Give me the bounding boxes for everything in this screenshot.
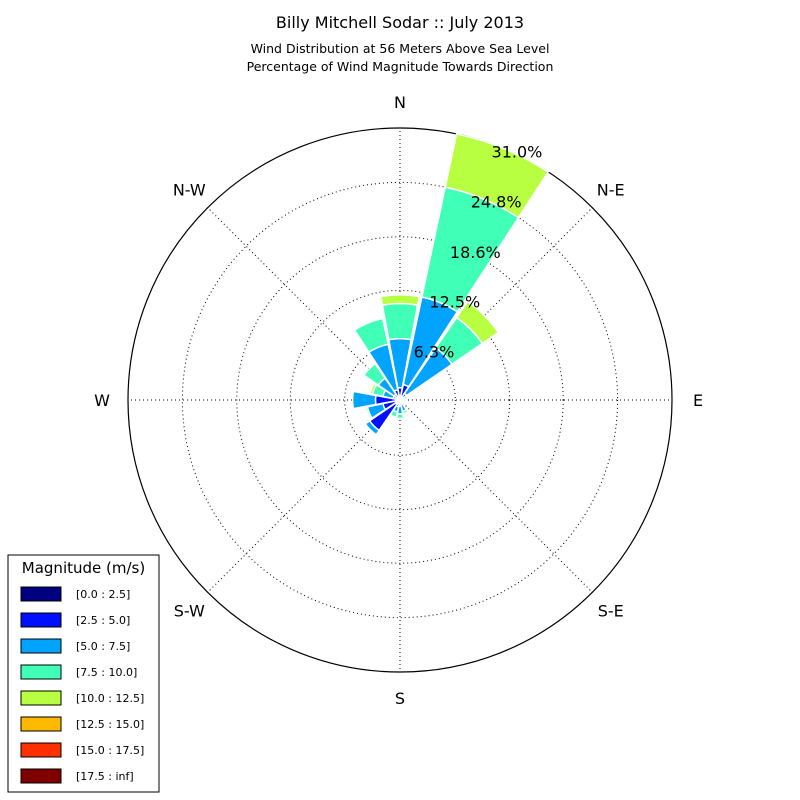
legend-entry-label: [2.5 : 5.0] [76, 614, 130, 627]
grid-ring [236, 236, 564, 564]
grid-ring [181, 181, 619, 619]
radial-tick-label: 24.8% [471, 193, 522, 212]
legend-entry-label: [15.0 : 17.5] [76, 744, 144, 757]
grid-outer-circle [127, 127, 673, 673]
direction-labels: N N-E E S-E S S-W W N-W [94, 93, 703, 708]
legend-swatch [20, 638, 62, 654]
radial-tick-label: 6.3% [414, 343, 455, 362]
direction-label: W [94, 391, 110, 410]
legend-swatch [20, 664, 62, 680]
chart-subtitle-line-1: Wind Distribution at 56 Meters Above Sea… [251, 41, 550, 56]
legend-entry-label: [12.5 : 15.0] [76, 718, 144, 731]
radial-tick-label: 12.5% [429, 292, 480, 311]
legend-entry-label: [10.0 : 12.5] [76, 692, 144, 705]
legend-swatch [20, 586, 62, 602]
wind-bar-segment [455, 300, 500, 345]
radial-tick-label: 31.0% [492, 142, 543, 161]
wind-bar-segment [381, 302, 419, 341]
legend-entry-label: [7.5 : 10.0] [76, 666, 137, 679]
direction-label: N [394, 93, 406, 112]
wind-bar-segment [444, 133, 550, 219]
legend-swatch [20, 742, 62, 758]
direction-label: S-W [174, 602, 205, 621]
chart-subtitle-line-2: Percentage of Wind Magnitude Towards Dir… [247, 59, 554, 74]
grid-spoke [399, 399, 593, 593]
legend-swatch [20, 716, 62, 732]
legend-title: Magnitude (m/s) [22, 559, 145, 577]
legend-entry-label: [5.0 : 7.5] [76, 640, 130, 653]
legend-swatch [20, 768, 62, 784]
legend-entries: [0.0 : 2.5] [2.5 : 5.0] [5.0 : 7.5] [7.5 : … [20, 586, 144, 784]
direction-label: S [395, 689, 405, 708]
direction-label: S-E [598, 602, 624, 621]
radial-tick-labels: 6.3% 12.5% 18.6% 24.8% 31.0% [414, 142, 543, 361]
polar-grid [127, 127, 673, 673]
wind-bars [351, 133, 550, 436]
grid-ring [289, 289, 511, 511]
legend-swatch [20, 612, 62, 628]
chart-title: Billy Mitchell Sodar :: July 2013 [276, 13, 524, 32]
wind-bar-segment [364, 406, 374, 421]
radial-tick-label: 18.6% [450, 243, 501, 262]
direction-label: E [693, 391, 703, 410]
direction-label: N-E [597, 180, 625, 199]
wind-bar-segment [364, 419, 381, 436]
legend-swatch [20, 690, 62, 706]
legend-entry-label: [0.0 : 2.5] [76, 588, 130, 601]
legend: Magnitude (m/s) [0.0 : 2.5] [2.5 : 5.0] [5… [7, 554, 160, 793]
legend-entry-label: [17.5 : inf] [76, 770, 134, 783]
direction-label: N-W [173, 180, 206, 199]
wind-bar-segment [353, 317, 390, 354]
wind-bar-segment [379, 294, 421, 306]
